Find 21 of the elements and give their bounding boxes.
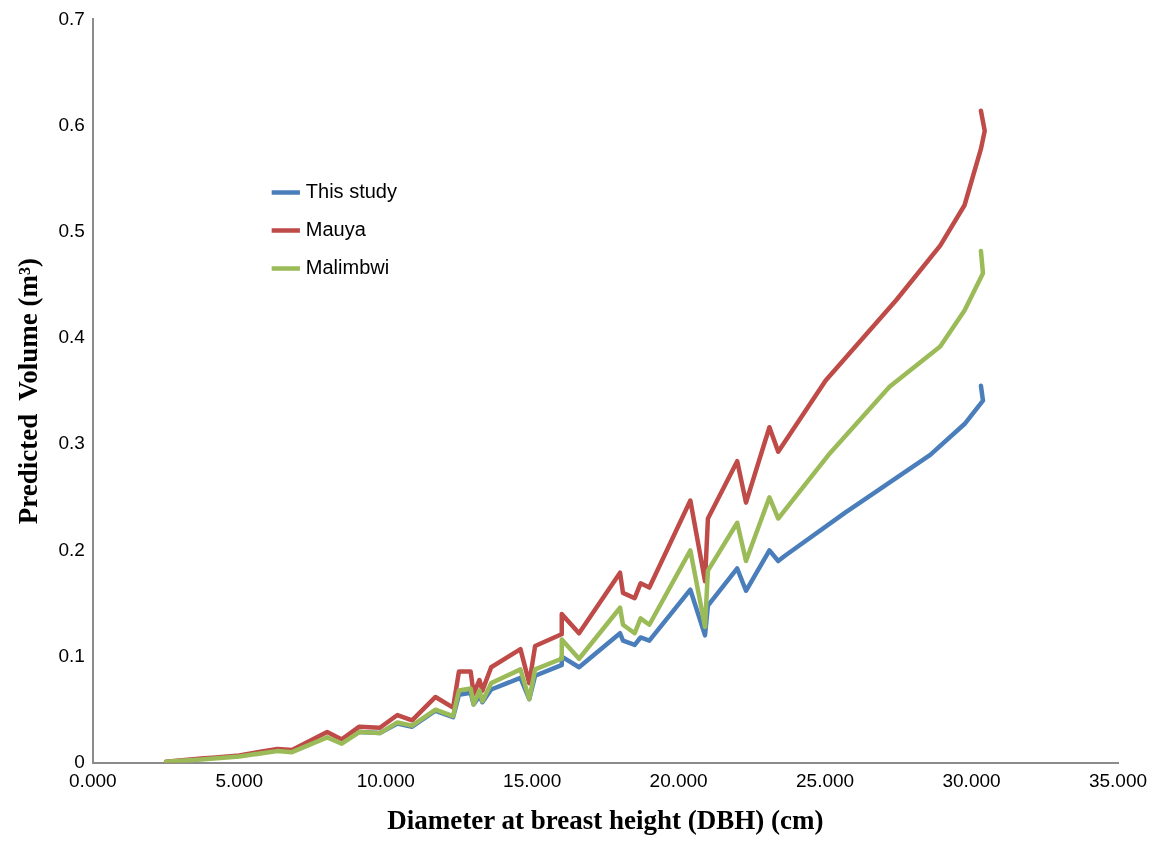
x-tick-label: 25.000 <box>796 770 855 792</box>
x-axis-title: Diameter at breast height (DBH) (cm) <box>387 804 824 835</box>
legend-label: This study <box>305 179 397 202</box>
x-tick-label: 30.000 <box>942 770 1001 792</box>
y-axis-title: Predicted Volume (m³) <box>13 257 44 525</box>
x-tick-label: 20.000 <box>649 770 708 792</box>
y-tick-label: 0.5 <box>58 220 85 242</box>
y-tick-label: 0.7 <box>58 7 85 29</box>
y-tick-label: 0.1 <box>58 644 85 666</box>
x-tick-label: 15.000 <box>503 770 562 792</box>
y-tick-label: 0.3 <box>58 432 85 454</box>
legend-label: Malimbwi <box>305 255 390 278</box>
y-tick-label: 0.2 <box>58 538 85 560</box>
y-tick-label: 0 <box>74 751 85 773</box>
x-tick-label: 35.000 <box>1088 770 1148 792</box>
y-tick-label: 0.6 <box>58 113 85 135</box>
y-tick-label: 0.4 <box>58 326 86 348</box>
x-tick-label: 0.000 <box>69 770 117 792</box>
legend-label: Mauya <box>305 217 367 240</box>
x-tick-label: 5.000 <box>215 770 264 792</box>
x-tick-label: 10.000 <box>356 770 415 792</box>
